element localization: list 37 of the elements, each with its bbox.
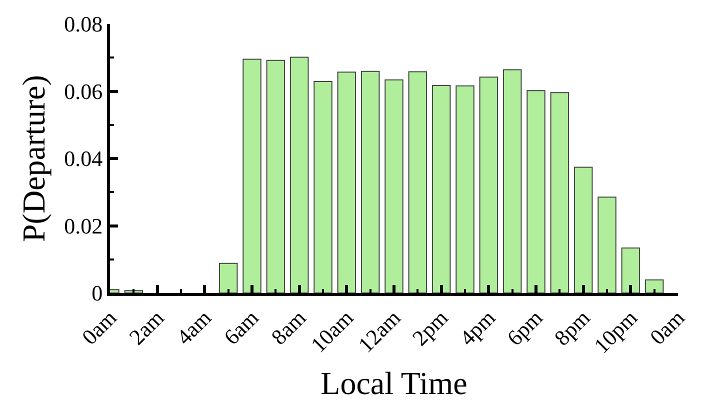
bar — [432, 85, 451, 293]
bar — [266, 60, 286, 293]
x-axis-title: Local Time — [320, 365, 468, 402]
bar — [408, 71, 428, 293]
bar — [290, 56, 309, 293]
y-tick-label: 0 — [92, 280, 103, 306]
y-tick-label: 0.08 — [64, 12, 103, 37]
y-tick-label: 0.02 — [64, 213, 103, 238]
bar — [621, 247, 640, 293]
bar — [526, 90, 546, 293]
bar — [384, 79, 404, 293]
x-tick-label: 2am — [124, 305, 169, 350]
y-axis-title: P(Departure) — [15, 74, 52, 242]
bar — [242, 58, 262, 293]
x-tick-label: 8pm — [549, 305, 595, 350]
bar — [550, 92, 570, 293]
bar — [337, 72, 356, 293]
bar — [218, 262, 238, 293]
bar — [314, 81, 332, 293]
bar — [502, 69, 522, 293]
x-tick-label: 0am — [644, 305, 690, 350]
x-tick-label: 2pm — [407, 305, 453, 350]
bar — [456, 85, 474, 293]
x-tick-label: 4pm — [454, 305, 500, 350]
bar — [574, 166, 593, 293]
bar — [479, 76, 498, 293]
y-tick-label: 0.06 — [64, 78, 103, 104]
bar — [360, 70, 380, 293]
bar — [644, 279, 664, 293]
y-tick-label: 0.04 — [64, 146, 103, 172]
x-tick-label: 6am — [218, 305, 264, 350]
x-tick-label: 0am — [76, 305, 122, 350]
x-tick-label: 6pm — [502, 305, 548, 350]
bar — [598, 196, 616, 293]
bar — [124, 290, 144, 293]
x-tick-label: 8am — [266, 305, 311, 350]
x-tick-label: 4am — [172, 305, 216, 350]
